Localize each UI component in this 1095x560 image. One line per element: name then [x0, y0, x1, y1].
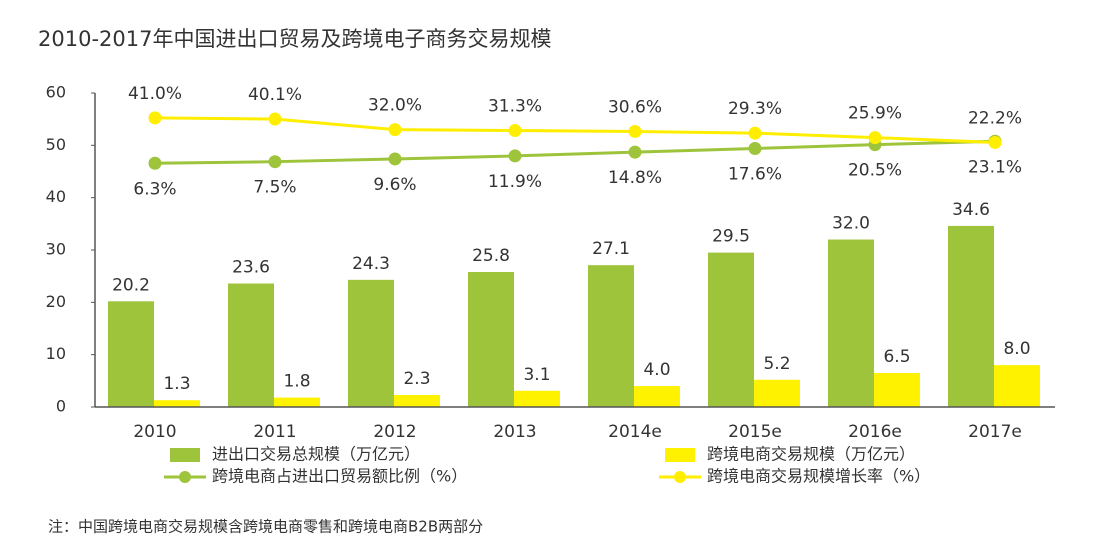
x-tick-label: 2015e [728, 422, 782, 442]
data-label: 6.5 [883, 347, 910, 367]
bar [754, 379, 800, 407]
legend-label: 跨境电商交易规模增长率（%） [707, 467, 930, 486]
line-marker [748, 126, 762, 140]
line-marker [148, 156, 162, 170]
legend-label: 跨境电商占进出口贸易额比例（%） [212, 467, 467, 486]
data-label: 29.5 [712, 227, 750, 247]
data-label: 2.3 [403, 369, 430, 389]
y-tick-label: 30 [46, 240, 66, 259]
bar [634, 386, 680, 407]
data-label: 17.6% [728, 164, 782, 184]
bar [828, 239, 874, 407]
data-label: 20.2 [112, 275, 150, 295]
y-tick-label: 10 [46, 344, 66, 363]
data-label: 1.8 [283, 372, 310, 392]
bar [394, 394, 440, 407]
data-label: 27.1 [592, 239, 630, 259]
y-tick-label: 20 [46, 292, 66, 311]
data-label: 3.1 [523, 365, 550, 385]
line-marker [268, 112, 282, 126]
x-tick-label: 2011 [253, 422, 296, 442]
legend-marker [179, 471, 191, 483]
data-label: 23.6 [232, 257, 270, 277]
data-label: 8.0 [1003, 339, 1030, 359]
data-label: 14.8% [608, 168, 662, 188]
data-label: 23.1% [968, 157, 1022, 177]
data-label: 7.5% [253, 178, 296, 198]
line-marker [748, 141, 762, 155]
bar [948, 225, 994, 407]
chart-title: 2010-2017年中国进出口贸易及跨境电子商务交易规模 [38, 27, 551, 51]
data-label: 32.0% [368, 96, 422, 116]
legend-swatch [665, 448, 695, 462]
line-marker [988, 135, 1002, 149]
line-marker [508, 149, 522, 163]
data-label: 11.9% [488, 172, 542, 192]
y-tick-label: 50 [46, 135, 66, 154]
bar [514, 390, 560, 407]
data-label: 4.0 [643, 360, 670, 380]
legend-label: 进出口交易总规模（万亿元） [212, 445, 420, 464]
bar [154, 400, 200, 407]
bar [874, 372, 920, 407]
data-label: 29.3% [728, 99, 782, 119]
line-marker [268, 155, 282, 169]
legend-marker [674, 471, 686, 483]
note: 注：中国跨境电商交易规模含跨境电商零售和跨境电商B2B两部分 [48, 518, 483, 536]
y-tick-label: 0 [56, 397, 66, 416]
x-tick-label: 2013 [493, 422, 536, 442]
data-label: 41.0% [128, 84, 182, 104]
data-label: 20.5% [848, 161, 902, 181]
line-marker [628, 145, 642, 159]
data-label: 22.2% [968, 108, 1022, 128]
bar [994, 365, 1040, 407]
data-label: 25.9% [848, 104, 902, 124]
x-tick-label: 2010 [133, 422, 176, 442]
bar [274, 397, 320, 407]
bar [588, 265, 634, 407]
line-marker [628, 124, 642, 138]
line-marker [388, 123, 402, 137]
data-label: 5.2 [763, 354, 790, 374]
line [154, 139, 996, 165]
y-tick-label: 40 [46, 187, 66, 206]
x-tick-label: 2017e [968, 422, 1022, 442]
legend-label: 跨境电商交易规模（万亿元） [707, 445, 915, 464]
x-tick-label: 2014e [608, 422, 662, 442]
line-marker [508, 124, 522, 138]
data-label: 30.6% [608, 97, 662, 117]
bar [228, 283, 274, 407]
bar [108, 301, 154, 407]
bar [708, 252, 754, 407]
data-label: 34.6 [952, 200, 990, 220]
data-label: 24.3 [352, 254, 390, 274]
data-label: 1.3 [163, 374, 190, 394]
data-label: 32.0 [832, 214, 870, 234]
data-label: 6.3% [133, 179, 176, 199]
line-marker [868, 131, 882, 145]
x-tick-label: 2012 [373, 422, 416, 442]
line [154, 116, 996, 144]
data-label: 40.1% [248, 85, 302, 105]
y-tick-label: 60 [46, 83, 66, 102]
bar [468, 271, 514, 407]
data-label: 31.3% [488, 97, 542, 117]
line-marker [148, 111, 162, 125]
data-label: 25.8 [472, 246, 510, 266]
legend-swatch [170, 448, 200, 462]
line-marker [388, 152, 402, 166]
bar [348, 279, 394, 407]
data-label: 9.6% [373, 175, 416, 195]
x-tick-label: 2016e [848, 422, 902, 442]
